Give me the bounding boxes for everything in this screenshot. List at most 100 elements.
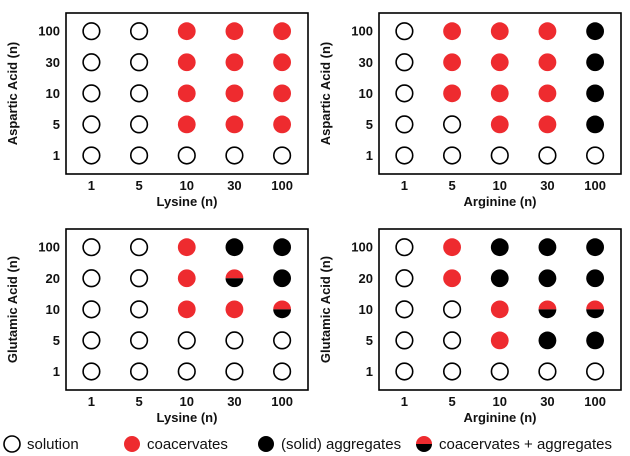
legend-solution-label: solution [27,435,79,453]
y-tick-label: 30 [46,55,60,70]
x-tick-label: 10 [180,394,194,409]
marker-coacervates [177,238,196,257]
x-tick-label: 1 [401,178,408,193]
panel-frame [378,228,622,391]
x-tick-label: 30 [540,178,554,193]
marker-solution [82,84,101,103]
marker-aggregates [490,238,509,257]
y-tick-label: 1 [53,364,60,379]
y-axis-label: Aspartic Acid (n) [318,42,333,146]
y-axis-label: Aspartic Acid (n) [5,42,20,146]
marker-solution [82,300,101,319]
marker-solution [442,146,462,165]
marker-solution [442,331,462,350]
x-tick-label: 5 [135,394,142,409]
marker-coacervates [443,238,461,257]
marker-coacervates [538,53,557,72]
marker-aggregates [538,238,557,257]
x-tick-label: 10 [493,178,507,193]
panel-1: 1 5 10 30 100 100 30 10 5 1 Lysine (n) Aspartic Aci… [5,12,309,209]
y-tick-label: 10 [359,302,373,317]
marker-coacervates [273,115,292,134]
y-tick-label: 10 [46,86,60,101]
marker-aggregates [538,269,557,288]
marker-aggregates [490,269,509,288]
panel-frame [378,12,622,175]
marker-solution [177,362,196,381]
marker-mixed [538,300,557,319]
marker-coacervates [538,115,557,134]
marker-coacervates [273,53,292,72]
marker-solution [395,331,414,350]
marker-aggregates [586,269,605,288]
y-tick-label: 5 [53,117,60,132]
x-tick-label: 5 [448,178,455,193]
marker-solution [129,331,149,350]
y-tick-label: 10 [359,86,373,101]
marker-solution [395,146,414,165]
marker-coacervates [490,331,509,350]
marker-coacervates [443,269,461,288]
x-tick-label: 1 [401,394,408,409]
marker-coacervates [443,22,461,41]
y-tick-label: 100 [38,24,60,39]
marker-solution [586,362,605,381]
marker-solution [82,53,101,72]
marker-solution [129,300,149,319]
marker-solution [395,362,414,381]
y-tick-label: 100 [351,24,373,39]
y-tick-label: 5 [366,333,373,348]
x-tick-label: 1 [88,394,95,409]
x-tick-label: 30 [540,394,554,409]
marker-coacervates [490,84,509,103]
marker-solution [82,362,101,381]
y-tick-label: 100 [38,240,60,255]
marker-coacervates [177,53,196,72]
x-axis-label: Arginine (n) [464,410,537,425]
x-tick-label: 100 [584,178,606,193]
marker-coacervates [490,22,509,41]
marker-coacervates [443,84,461,103]
marker-coacervates [177,22,196,41]
marker-solution [82,238,101,257]
marker-solution [82,269,101,288]
x-tick-label: 10 [180,178,194,193]
legend-coacervates-label: coacervates [147,435,228,453]
marker-solution [129,115,149,134]
legend-mixed-label: coacervates + aggregates [439,435,613,453]
legend-item-mixed: coacervates + aggregates [414,432,612,456]
marker-solution [538,362,557,381]
marker-solution [129,269,149,288]
x-axis-label: Lysine (n) [157,194,218,209]
marker-coacervates [225,53,244,72]
marker-solution [82,115,101,134]
marker-aggregates [273,238,292,257]
panel-frame [65,12,309,175]
y-axis-label: Glutamic Acid (n) [5,256,20,363]
x-tick-label: 5 [135,178,142,193]
y-tick-label: 20 [46,271,60,286]
marker-coacervates [177,115,196,134]
marker-solution [395,53,414,72]
marker-coacervates [490,115,509,134]
marker-solution [273,146,292,165]
marker-solution [225,362,244,381]
marker-aggregates [273,269,292,288]
marker-coacervates [177,269,196,288]
legend-coacervates-marker [124,436,140,452]
marker-solution [177,146,196,165]
y-tick-label: 100 [351,240,373,255]
y-tick-label: 10 [46,302,60,317]
marker-coacervates [443,53,461,72]
panel-frame [65,228,309,391]
y-tick-label: 1 [53,148,60,163]
y-tick-label: 5 [53,333,60,348]
legend-mixed-marker [416,436,432,452]
marker-solution [82,146,101,165]
marker-solution [395,269,414,288]
legend-solution-marker [3,435,21,453]
marker-aggregates [586,53,605,72]
marker-coacervates [225,300,244,319]
x-tick-label: 1 [88,178,95,193]
legend-aggregates-marker [258,436,274,452]
